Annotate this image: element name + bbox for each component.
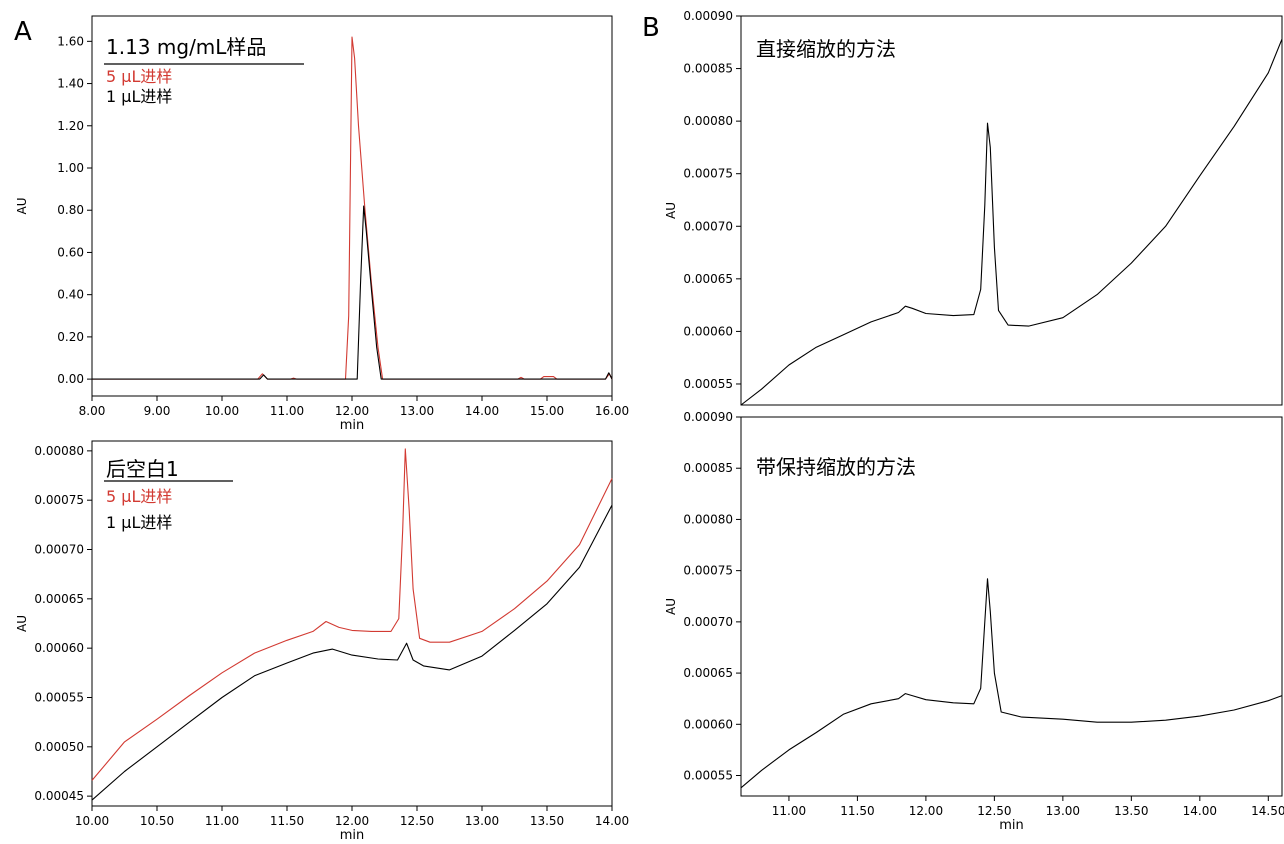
- series-line-1: [92, 205, 613, 380]
- x-tick-label: 8.00: [79, 404, 106, 418]
- x-tick-label: 11.50: [270, 814, 304, 828]
- x-tick-label: 10.00: [205, 404, 239, 418]
- x-axis-label: min: [340, 828, 365, 843]
- x-tick-label: 10.00: [75, 814, 109, 828]
- x-tick-label: 11.50: [840, 804, 874, 818]
- plot-frame: [740, 15, 1283, 406]
- y-tick-label: 0.00075: [683, 564, 733, 578]
- y-tick-label: 0.00090: [683, 9, 733, 23]
- legend-entry: 5 µL进样: [106, 67, 172, 86]
- y-tick-label: 0.00070: [683, 615, 733, 629]
- y-tick-label: 0.00055: [683, 377, 733, 391]
- x-tick-label: 16.00: [595, 404, 629, 418]
- y-tick-label: 1.60: [57, 34, 84, 48]
- series-line-1: [91, 504, 613, 801]
- y-tick-label: 0.60: [57, 245, 84, 259]
- y-axis-label: AU: [15, 615, 29, 632]
- y-axis-label: AU: [664, 598, 678, 615]
- y-tick-label: 0.00080: [683, 114, 733, 128]
- y-tick-label: 0.00075: [34, 493, 84, 507]
- chart-title: 后空白1: [106, 457, 179, 481]
- plot-frame: [740, 416, 1283, 797]
- panel-label-b: B: [642, 13, 660, 43]
- y-tick-label: 0.00: [57, 372, 84, 386]
- legend-entry: 1 µL进样: [106, 513, 172, 532]
- x-tick-label: 11.00: [772, 804, 806, 818]
- series-line-0: [740, 38, 1283, 406]
- chart-a-top: 0.00 0.20 0.40 0.60 0.80 1.00 1.20 1.40 1.60 8.00…: [15, 15, 629, 433]
- y-tick-label: 0.00085: [683, 62, 733, 76]
- y-tick-label: 0.40: [57, 288, 84, 302]
- y-tick-label: 0.00080: [34, 444, 84, 458]
- x-tick-label: 12.50: [977, 804, 1011, 818]
- y-tick-label: 0.00060: [683, 717, 733, 731]
- chart-b-bottom: 0.00055 0.00060 0.00065 0.00070 0.00075 0.000…: [664, 410, 1284, 833]
- y-tick-label: 1.00: [57, 161, 84, 175]
- x-tick-label: 14.00: [595, 814, 629, 828]
- x-tick-label: 13.50: [530, 814, 564, 828]
- x-axis-label: min: [340, 418, 365, 433]
- y-tick-label: 0.00065: [683, 666, 733, 680]
- x-tick-label: 12.00: [335, 404, 369, 418]
- x-tick-label: 12.00: [335, 814, 369, 828]
- x-tick-label: 12.00: [909, 804, 943, 818]
- y-tick-label: 0.00080: [683, 512, 733, 526]
- x-tick-label: 14.50: [1251, 804, 1284, 818]
- series-line-0: [740, 578, 1283, 789]
- y-tick-label: 0.00045: [34, 789, 84, 803]
- y-tick-label: 0.00070: [683, 219, 733, 233]
- legend-entry: 5 µL进样: [106, 487, 172, 506]
- x-tick-label: 9.00: [144, 404, 171, 418]
- x-tick-label: 14.00: [1183, 804, 1217, 818]
- y-tick-label: 1.20: [57, 119, 84, 133]
- chart-title: 1.13 mg/mL样品: [106, 35, 266, 59]
- chart-title: 带保持缩放的方法: [756, 455, 916, 479]
- x-tick-label: 14.00: [465, 404, 499, 418]
- legend-entry: 1 µL进样: [106, 87, 172, 106]
- y-tick-label: 0.00060: [34, 641, 84, 655]
- x-tick-label: 11.00: [205, 814, 239, 828]
- x-tick-label: 13.00: [400, 404, 434, 418]
- x-tick-label: 15.00: [530, 404, 564, 418]
- y-axis-label: AU: [664, 202, 678, 219]
- y-tick-label: 0.80: [57, 203, 84, 217]
- y-tick-label: 0.20: [57, 330, 84, 344]
- chart-a-bottom: 0.00045 0.00050 0.00055 0.00060 0.00065 0.000…: [15, 440, 629, 843]
- y-tick-label: 0.00090: [683, 410, 733, 424]
- chart-title: 直接缩放的方法: [756, 37, 896, 61]
- x-tick-label: 11.00: [270, 404, 304, 418]
- x-tick-label: 13.50: [1114, 804, 1148, 818]
- y-tick-label: 0.00065: [34, 592, 84, 606]
- y-tick-label: 1.40: [57, 77, 84, 91]
- y-tick-label: 0.00070: [34, 543, 84, 557]
- y-tick-label: 0.00050: [34, 740, 84, 754]
- y-tick-label: 0.00065: [683, 272, 733, 286]
- x-axis-label: min: [999, 818, 1024, 833]
- chart-b-top: 0.00055 0.00060 0.00065 0.00070 0.00075 0.000…: [664, 9, 1283, 406]
- x-tick-label: 13.00: [465, 814, 499, 828]
- x-tick-label: 12.50: [400, 814, 434, 828]
- y-tick-label: 0.00055: [34, 690, 84, 704]
- panel-label-a: A: [14, 17, 32, 47]
- series-line-0: [91, 448, 613, 781]
- y-tick-label: 0.00055: [683, 769, 733, 783]
- x-tick-label: 13.00: [1046, 804, 1080, 818]
- y-axis-label: AU: [15, 198, 29, 215]
- y-tick-label: 0.00085: [683, 461, 733, 475]
- y-tick-label: 0.00060: [683, 324, 733, 338]
- y-tick-label: 0.00075: [683, 167, 733, 181]
- x-tick-label: 10.50: [140, 814, 174, 828]
